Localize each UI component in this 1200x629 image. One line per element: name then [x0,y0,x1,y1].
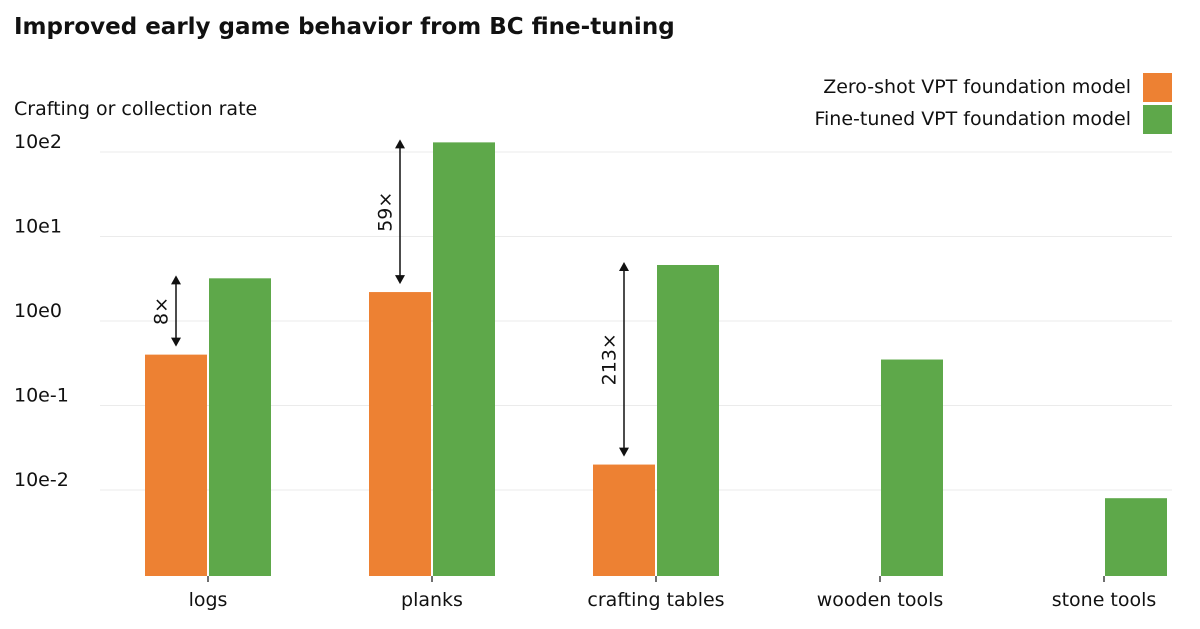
annotation-label-logs: 8× [151,297,173,325]
annotation-arrowhead-bottom-planks [395,275,405,285]
legend-item-zero-shot: Zero-shot VPT foundation model [814,72,1172,102]
bar-wooden-tools-fine-tuned [881,359,943,576]
bar-logs-fine-tuned [209,278,271,576]
x-tick-label-crafting-tables: crafting tables [587,589,724,611]
x-tick-label-logs: logs [189,589,228,611]
legend-label-zero-shot: Zero-shot VPT foundation model [823,76,1131,98]
legend-swatch-zero-shot [1143,72,1172,102]
bar-planks-zero-shot [369,292,431,576]
legend-item-fine-tuned: Fine-tuned VPT foundation model [814,104,1172,134]
bar-logs-zero-shot [145,354,207,576]
x-tick-label-stone-tools: stone tools [1052,589,1157,611]
bar-crafting-tables-zero-shot [593,464,655,576]
y-tick-label-10e0: 10e0 [14,300,62,322]
x-tick-label-planks: planks [401,589,463,611]
bar-stone-tools-fine-tuned [1105,498,1167,576]
chart-title: Improved early game behavior from BC fin… [14,14,675,40]
annotation-arrowhead-top-logs [171,275,181,285]
y-tick-label-10e-2: 10e-2 [14,469,69,491]
bar-planks-fine-tuned [433,142,495,577]
legend-label-fine-tuned: Fine-tuned VPT foundation model [814,108,1131,130]
y-axis-label: Crafting or collection rate [14,98,258,120]
legend-swatch-fine-tuned [1143,104,1172,134]
chart-legend: Zero-shot VPT foundation model Fine-tune… [814,72,1172,136]
y-tick-label-10e2: 10e2 [14,131,62,153]
y-tick-label-10e-1: 10e-1 [14,385,69,407]
annotation-label-crafting-tables: 213× [599,333,621,385]
annotation-arrowhead-top-crafting-tables [619,261,629,271]
annotation-label-planks: 59× [375,192,397,232]
annotation-arrowhead-bottom-logs [171,337,181,347]
bar-crafting-tables-fine-tuned [657,264,719,576]
annotation-arrowhead-bottom-crafting-tables [619,447,629,457]
annotation-arrowhead-top-planks [395,139,405,149]
x-tick-label-wooden-tools: wooden tools [817,589,944,611]
y-tick-label-10e1: 10e1 [14,216,62,238]
